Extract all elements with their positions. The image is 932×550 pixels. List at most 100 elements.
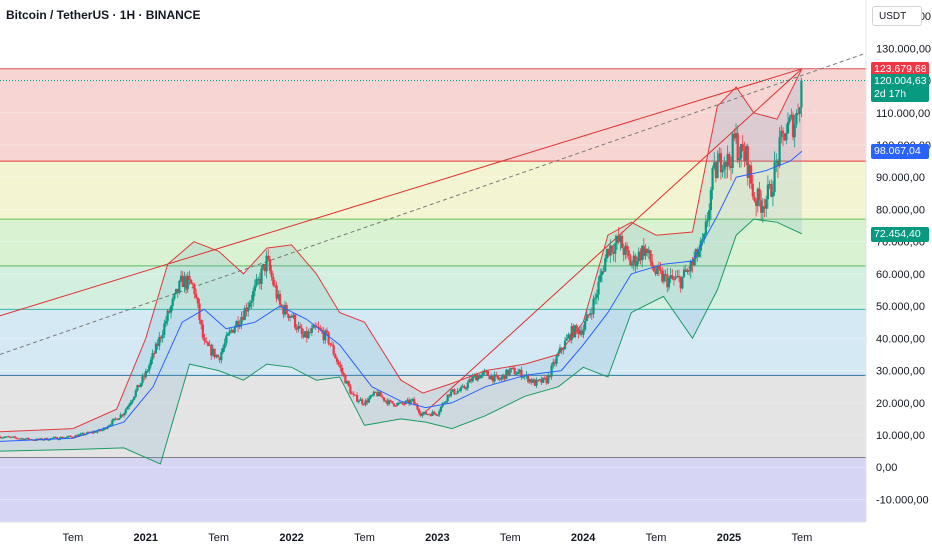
bollinger-band-lines — [0, 68, 803, 465]
candle-body — [731, 133, 734, 169]
trend-lines[interactable] — [0, 52, 867, 417]
candle-body — [503, 374, 506, 380]
currency-selector[interactable]: USDT — [872, 6, 922, 26]
candle-body — [589, 313, 592, 316]
candle-body — [458, 390, 461, 392]
candle-body — [156, 343, 159, 347]
candle-body — [317, 326, 320, 328]
candle-body — [508, 369, 511, 375]
candle-body — [711, 168, 714, 190]
candle-body — [533, 379, 536, 386]
candle-body — [671, 275, 674, 279]
candle-body — [250, 300, 253, 304]
candle-body — [562, 349, 565, 351]
candle-body — [0, 436, 2, 438]
candle-body — [366, 400, 369, 403]
candle-body — [106, 427, 109, 429]
candle-body — [392, 403, 396, 406]
candle-body — [133, 396, 136, 400]
candle-body — [453, 389, 456, 395]
candle-body — [624, 245, 627, 255]
candle-body — [372, 391, 375, 396]
candle-body — [652, 266, 655, 272]
candle-body — [191, 283, 194, 285]
candle-body — [691, 260, 694, 266]
candle-body — [339, 364, 342, 368]
time-axis[interactable]: Tem 2021 Tem 2022 Tem 2023 Tem 2024 Tem 2025 Tem — [63, 532, 813, 544]
candle-body — [220, 352, 223, 361]
candle-body — [476, 375, 479, 381]
candle-body — [213, 348, 216, 358]
candle-body — [116, 418, 119, 420]
candle-body — [713, 162, 716, 169]
time-tick-label: Tem — [208, 532, 229, 544]
candle-body — [726, 154, 729, 167]
candle-body — [625, 245, 629, 251]
candle-body — [444, 401, 448, 403]
candle-body — [456, 390, 459, 394]
candle-body — [758, 188, 761, 201]
candle-body — [770, 183, 773, 197]
candle-body — [542, 377, 545, 383]
candle-body — [523, 375, 526, 377]
candle-body — [131, 399, 134, 403]
candle-body — [426, 414, 429, 416]
candle-body — [67, 435, 70, 437]
candle-body — [579, 330, 582, 335]
candle-body — [359, 399, 362, 401]
candle-body — [483, 371, 486, 373]
candle-body — [651, 261, 654, 267]
candle-body — [449, 391, 453, 396]
candle-body — [205, 341, 208, 343]
candle-body — [490, 375, 493, 380]
candle-body — [52, 437, 55, 439]
candle-body — [322, 331, 325, 341]
candle-body — [768, 183, 771, 185]
candle-body — [684, 269, 687, 272]
candle-body — [273, 285, 277, 287]
candle-body — [748, 165, 751, 178]
candle-body — [143, 376, 146, 378]
candle-body — [275, 285, 278, 299]
candle-body — [8, 436, 12, 438]
candle-body — [704, 221, 707, 234]
candle-body — [694, 249, 697, 259]
candle-body — [304, 331, 307, 338]
candle-body — [459, 387, 463, 391]
candle-body — [548, 374, 552, 377]
price-tick-label: 30.000,00 — [876, 366, 925, 378]
price-label-badge: 98.067,04 — [871, 144, 929, 160]
candle-body — [538, 379, 541, 381]
candle-body — [718, 153, 721, 162]
candle-body — [356, 394, 359, 402]
candle-body — [723, 162, 726, 170]
candle-body — [464, 388, 468, 390]
candle-body — [268, 259, 272, 271]
candle-body — [255, 278, 258, 286]
candle-body — [661, 270, 664, 282]
candle-body — [347, 381, 350, 387]
candle-body — [594, 297, 597, 299]
candle-body — [42, 439, 45, 441]
candle-body — [290, 316, 293, 318]
candle-body — [119, 414, 122, 419]
candle-body — [345, 381, 349, 384]
fib-zone — [0, 375, 866, 458]
time-axis-background[interactable] — [0, 522, 932, 550]
price-tick-label: 130.000,00 — [876, 43, 931, 55]
candle-body — [253, 285, 256, 292]
candle-body — [47, 439, 50, 441]
candle-body — [654, 271, 657, 274]
time-tick-label: 2022 — [279, 532, 303, 544]
candle-body — [74, 435, 77, 438]
candle-body — [300, 327, 303, 335]
candle-body — [609, 245, 612, 256]
candle-body — [669, 275, 672, 279]
candle-body — [428, 414, 431, 416]
candle-body — [176, 288, 179, 293]
candle-body — [211, 348, 215, 356]
price-label-value: 123.679,68 — [874, 62, 927, 75]
symbol-title[interactable]: Bitcoin / TetherUS · 1H · BINANCE — [6, 8, 201, 22]
candle-body — [17, 438, 20, 440]
